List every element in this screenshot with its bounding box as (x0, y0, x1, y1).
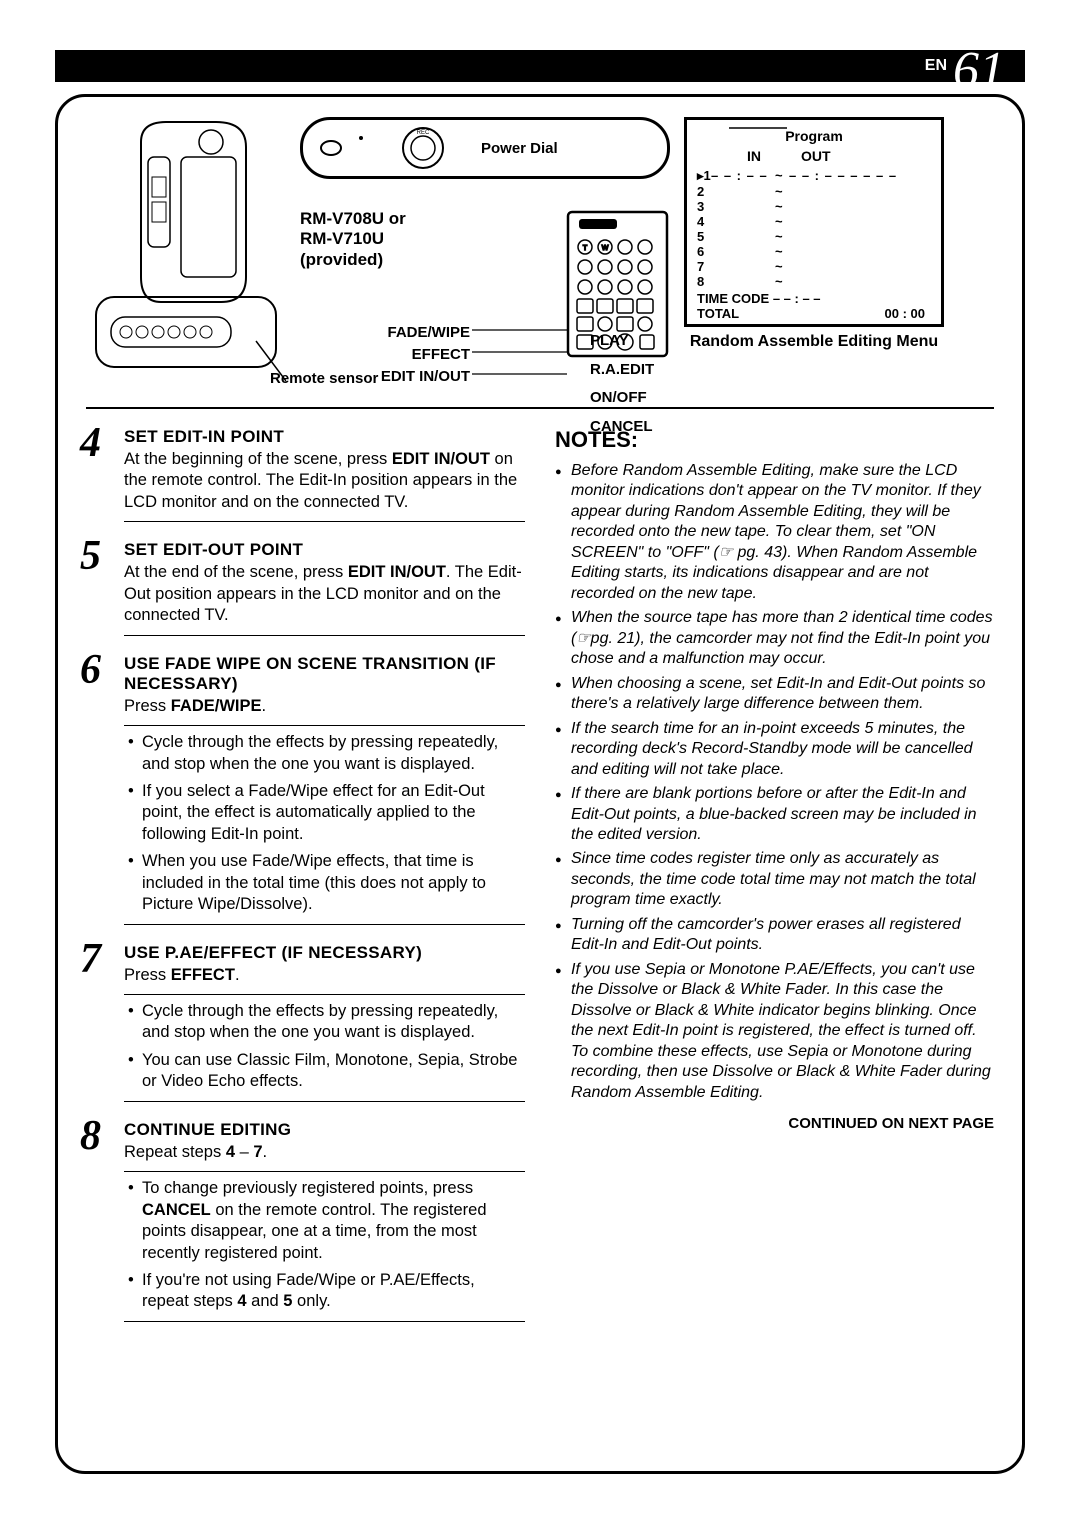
page-prefix: EN (925, 57, 947, 75)
program-row: 4~ (697, 214, 931, 229)
remote-right-labels: PLAY R.A.EDIT ON/OFF CANCEL (590, 327, 670, 441)
note-item: If you use Sepia or Monotone P.AE/Effect… (571, 960, 994, 1103)
bullet-item: Cycle through the effects by pressing re… (142, 1001, 525, 1044)
bullet-item: To change previously registered points, … (142, 1178, 525, 1264)
note-item: Since time codes register time only as a… (571, 849, 994, 910)
program-row: 8~ (697, 274, 931, 289)
step-8: 8 CONTINUE EDITING Repeat steps 4 – 7. T… (86, 1120, 525, 1322)
header-bar: EN 61 (55, 50, 1025, 82)
program-row: 7~ (697, 259, 931, 274)
step-5: 5 SET EDIT-OUT POINT At the end of the s… (86, 540, 525, 635)
note-item: If there are blank portions before or af… (571, 784, 994, 845)
svg-text:REC: REC (417, 130, 430, 136)
step-title: SET EDIT-IN POINT (124, 427, 525, 447)
note-item: Before Random Assemble Editing, make sur… (571, 461, 994, 604)
continued-label: CONTINUED ON NEXT PAGE (555, 1115, 994, 1132)
note-item: When the source tape has more than 2 ide… (571, 608, 994, 669)
svg-text:T: T (583, 245, 588, 252)
note-item: Turning off the camcorder's power erases… (571, 915, 994, 956)
step-title: CONTINUE EDITING (124, 1120, 525, 1140)
bullet-item: When you use Fade/Wipe effects, that tim… (142, 851, 525, 915)
step-title: USE P.AE/EFFECT (IF NECESSARY) (124, 943, 525, 963)
step-body: Repeat steps 4 – 7. (124, 1142, 525, 1163)
step-number: 6 (80, 646, 101, 694)
step-6: 6 USE FADE WIPE ON SCENE TRANSITION (IF … (86, 654, 525, 925)
step-body: Press EFFECT. (124, 965, 525, 986)
step-bullets: To change previously registered points, … (124, 1178, 525, 1313)
bullet-item: If you're not using Fade/Wipe or P.AE/Ef… (142, 1270, 525, 1313)
power-dial-label: Power Dial (481, 140, 558, 157)
program-row: 6~ (697, 244, 931, 259)
bullet-item: If you select a Fade/Wipe effect for an … (142, 781, 525, 845)
bullet-item: Cycle through the effects by pressing re… (142, 732, 525, 775)
bullet-item: You can use Classic Film, Monotone, Sepi… (142, 1050, 525, 1093)
step-title: USE FADE WIPE ON SCENE TRANSITION (IF NE… (124, 654, 525, 694)
program-row: 5~ (697, 229, 931, 244)
program-row: 3~ (697, 199, 931, 214)
right-column: NOTES: Before Random Assemble Editing, m… (555, 427, 994, 1340)
step-number: 8 (80, 1112, 101, 1160)
camera-illustration (86, 117, 286, 387)
step-bullets: Cycle through the effects by pressing re… (124, 1001, 525, 1093)
content-columns: 4 SET EDIT-IN POINT At the beginning of … (86, 427, 994, 1340)
power-dial-box: REC Power Dial (300, 117, 670, 179)
notes-list: Before Random Assemble Editing, make sur… (555, 461, 994, 1103)
step-7: 7 USE P.AE/EFFECT (IF NECESSARY) Press E… (86, 943, 525, 1102)
program-rows: ▸1– – : – –~– – : – – – – – –2~3~4~5~6~7… (697, 168, 931, 289)
svg-text:W: W (602, 245, 609, 252)
dial-circle-icon: REC (395, 124, 451, 172)
program-line (729, 122, 789, 134)
step-number: 5 (80, 532, 101, 580)
step-number: 4 (80, 419, 101, 467)
menu-screen: Program IN OUT ▸1– – : – –~– – : – – – –… (684, 117, 944, 327)
timecode-row: TIME CODE – – : – – (697, 291, 931, 306)
step-body: Press FADE/WIPE. (124, 696, 525, 717)
menu-caption: Random Assemble Editing Menu (684, 333, 944, 351)
program-row: 2~ (697, 184, 931, 199)
label-lines-left (472, 322, 572, 392)
step-body: At the end of the scene, press EDIT IN/O… (124, 562, 525, 626)
step-number: 7 (80, 935, 101, 983)
diagram-row: REC Power Dial RM-V708U or RM-V710U (pro… (86, 117, 994, 409)
menu-panel: Program IN OUT ▸1– – : – –~– – : – – – –… (684, 117, 944, 387)
mid-labels: REC Power Dial RM-V708U or RM-V710U (pro… (300, 117, 670, 387)
in-out-header: IN OUT (747, 148, 931, 164)
dial-icon (317, 126, 365, 170)
step-4: 4 SET EDIT-IN POINT At the beginning of … (86, 427, 525, 522)
step-bullets: Cycle through the effects by pressing re… (124, 732, 525, 916)
program-row: ▸1– – : – –~– – : – – – – – – (697, 168, 931, 184)
total-row: TOTAL 00 : 00 (697, 306, 931, 321)
note-item: When choosing a scene, set Edit-In and E… (571, 674, 994, 715)
note-item: If the search time for an in-point excee… (571, 719, 994, 780)
step-title: SET EDIT-OUT POINT (124, 540, 525, 560)
remote-model-label: RM-V708U or RM-V710U (provided) (300, 209, 406, 270)
step-body: At the beginning of the scene, press EDI… (124, 449, 525, 513)
left-column: 4 SET EDIT-IN POINT At the beginning of … (86, 427, 525, 1340)
page-number: 61 (953, 41, 1005, 100)
page-frame: REC Power Dial RM-V708U or RM-V710U (pro… (55, 94, 1025, 1474)
remote-sensor-label: Remote sensor (270, 370, 378, 387)
